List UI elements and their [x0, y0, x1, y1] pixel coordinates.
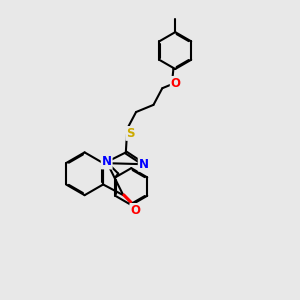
- Text: O: O: [130, 204, 140, 217]
- Text: N: N: [139, 158, 149, 171]
- Text: N: N: [102, 155, 112, 169]
- Text: O: O: [171, 77, 181, 90]
- Text: S: S: [126, 127, 135, 140]
